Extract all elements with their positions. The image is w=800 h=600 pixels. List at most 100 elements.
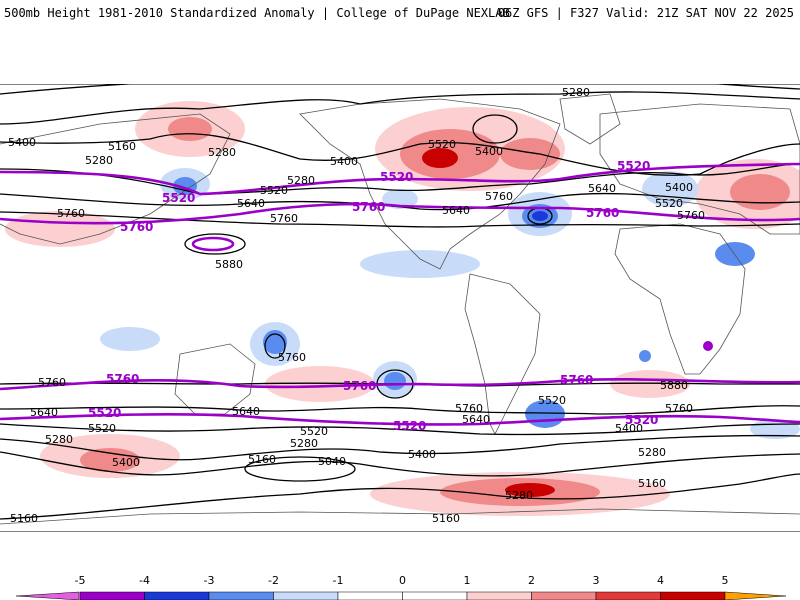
label-5640-b: 5640 bbox=[442, 204, 470, 217]
hl-label-5760-a: 5760 bbox=[120, 220, 153, 234]
contour-label-group: 5160 5160 5280 5400 5160 5280 5280 5400 … bbox=[8, 84, 705, 525]
anomaly-neg-africa bbox=[715, 242, 755, 266]
colorbar-tick-label: 3 bbox=[593, 574, 600, 587]
colorbar-tick-label: -1 bbox=[333, 574, 344, 587]
hl-label-5520-f: 5520 bbox=[625, 413, 658, 427]
hl-label-5760-f: 5760 bbox=[560, 373, 593, 387]
anomaly-neg-small2 bbox=[639, 350, 651, 362]
contour-5400-south bbox=[0, 434, 800, 461]
label-5520-f: 5520 bbox=[300, 425, 328, 438]
colorbar-segment bbox=[466, 591, 532, 600]
label-5400-a: 5400 bbox=[8, 136, 36, 149]
anomaly-pos-india bbox=[5, 211, 115, 247]
label-5160-c: 5160 bbox=[108, 140, 136, 153]
highlight-5520-south bbox=[0, 413, 800, 426]
height-contours bbox=[0, 84, 800, 520]
label-5760-g: 5760 bbox=[455, 402, 483, 415]
label-5160-a: 5160 bbox=[305, 84, 333, 87]
anomaly-pos-hudson bbox=[500, 138, 560, 170]
label-5760-h: 5760 bbox=[665, 402, 693, 415]
australia-outline bbox=[174, 343, 256, 415]
colorbar-segment bbox=[595, 591, 661, 600]
colorbar: -5 -4 -3 -2 -1 0 1 2 3 4 5 bbox=[15, 574, 787, 600]
hl-label-5520-e: 5520 bbox=[393, 419, 426, 433]
anomaly-pos-asia-core bbox=[730, 174, 790, 210]
label-5760-d: 5760 bbox=[677, 209, 705, 222]
north-america-outline bbox=[299, 98, 561, 270]
colorbar-segment bbox=[144, 591, 210, 600]
anomaly-pos-saf bbox=[610, 370, 690, 398]
highlight-5880-pacific bbox=[191, 236, 235, 252]
label-5520-b: 5520 bbox=[260, 184, 288, 197]
anomaly-neg-sepac-core bbox=[384, 372, 406, 390]
colorbar-segment bbox=[531, 591, 597, 600]
contour-5640-south bbox=[0, 405, 800, 415]
label-5280-h: 5280 bbox=[505, 489, 533, 502]
colorbar-tick-label: 0 bbox=[399, 574, 406, 587]
colorbar-segment bbox=[660, 591, 726, 600]
contour-low-arctic bbox=[472, 114, 518, 144]
label-5400-f: 5400 bbox=[408, 448, 436, 461]
label-5640-d: 5640 bbox=[30, 406, 58, 419]
colorbar-tick-label: 1 bbox=[464, 574, 471, 587]
contour-5040-south bbox=[244, 456, 356, 482]
colorbar-segment bbox=[208, 591, 274, 600]
eurasia-outline bbox=[599, 103, 800, 235]
label-5640-f: 5640 bbox=[462, 413, 490, 426]
label-5280-g: 5280 bbox=[638, 446, 666, 459]
anomaly-neg-swind bbox=[100, 327, 160, 351]
colorbar-segment bbox=[273, 591, 339, 600]
hl-label-5760-c: 5760 bbox=[586, 206, 619, 220]
colorbar-tick-label: 2 bbox=[528, 574, 535, 587]
contour-5160-south bbox=[0, 473, 800, 520]
label-5880-b: 5880 bbox=[660, 379, 688, 392]
model-run-info: 06Z GFS | F327 Valid: 21Z SAT NOV 22 202… bbox=[497, 6, 794, 20]
label-5400-b: 5400 bbox=[330, 155, 358, 168]
label-5280-a: 5280 bbox=[562, 86, 590, 99]
highlight-contours bbox=[0, 162, 800, 426]
label-5520-c: 5520 bbox=[655, 197, 683, 210]
label-5520-e: 5520 bbox=[88, 422, 116, 435]
label-5160-g: 5160 bbox=[432, 512, 460, 525]
anomaly-neg-tropics bbox=[360, 250, 480, 278]
anomaly-map: 5160 5160 5280 5400 5160 5280 5280 5400 … bbox=[0, 84, 800, 532]
colorbar-tick-label: -2 bbox=[268, 574, 279, 587]
hl-label-5520-d: 5520 bbox=[88, 406, 121, 420]
label-5880-a: 5880 bbox=[215, 258, 243, 271]
label-5640-e: 5640 bbox=[232, 405, 260, 418]
antarctica-outline bbox=[0, 508, 800, 525]
label-5280-c: 5280 bbox=[208, 146, 236, 159]
greenland-outline bbox=[559, 93, 621, 145]
contour-5520-south bbox=[0, 423, 800, 436]
label-5160-e: 5160 bbox=[638, 477, 666, 490]
label-5760-f: 5760 bbox=[38, 376, 66, 389]
label-5280-d: 5280 bbox=[287, 174, 315, 187]
colorbar-arrow-right bbox=[724, 591, 787, 600]
anomaly-neg-small bbox=[703, 341, 713, 351]
highlight-5520-north bbox=[0, 162, 800, 196]
label-5280-e: 5280 bbox=[45, 433, 73, 446]
label-5280-b: 5280 bbox=[85, 154, 113, 167]
africa-outline bbox=[614, 223, 746, 375]
colorbar-tick-label: 4 bbox=[657, 574, 664, 587]
highlight-label-group: 5520 5520 5520 5760 5760 5760 5760 5760 … bbox=[88, 159, 658, 433]
label-5160-f: 5160 bbox=[10, 512, 38, 525]
contour-5880-pacific bbox=[184, 233, 246, 255]
contour-5280-north bbox=[0, 91, 800, 125]
label-5520-a: 5520 bbox=[428, 138, 456, 151]
anomaly-pos-antarctic-3 bbox=[505, 483, 555, 497]
hl-label-5520-b: 5520 bbox=[380, 170, 413, 184]
anomaly-pos-canada-3 bbox=[422, 148, 458, 168]
hl-label-5760-d: 5760 bbox=[106, 372, 139, 386]
contour-low-spac bbox=[264, 333, 286, 359]
label-5760-b: 5760 bbox=[270, 212, 298, 225]
label-5760-e: 5760 bbox=[278, 351, 306, 364]
label-5400-e: 5400 bbox=[615, 422, 643, 435]
colorbar-tick-label: 5 bbox=[722, 574, 729, 587]
map-title: 500mb Height 1981-2010 Standardized Anom… bbox=[4, 6, 510, 20]
contour-5520-north bbox=[0, 163, 800, 195]
label-5520-d: 5520 bbox=[538, 394, 566, 407]
colorbar-tick-labels: -5 -4 -3 -2 -1 0 1 2 3 4 5 bbox=[75, 574, 729, 587]
label-5280-f: 5280 bbox=[290, 437, 318, 450]
label-5640-a: 5640 bbox=[237, 197, 265, 210]
